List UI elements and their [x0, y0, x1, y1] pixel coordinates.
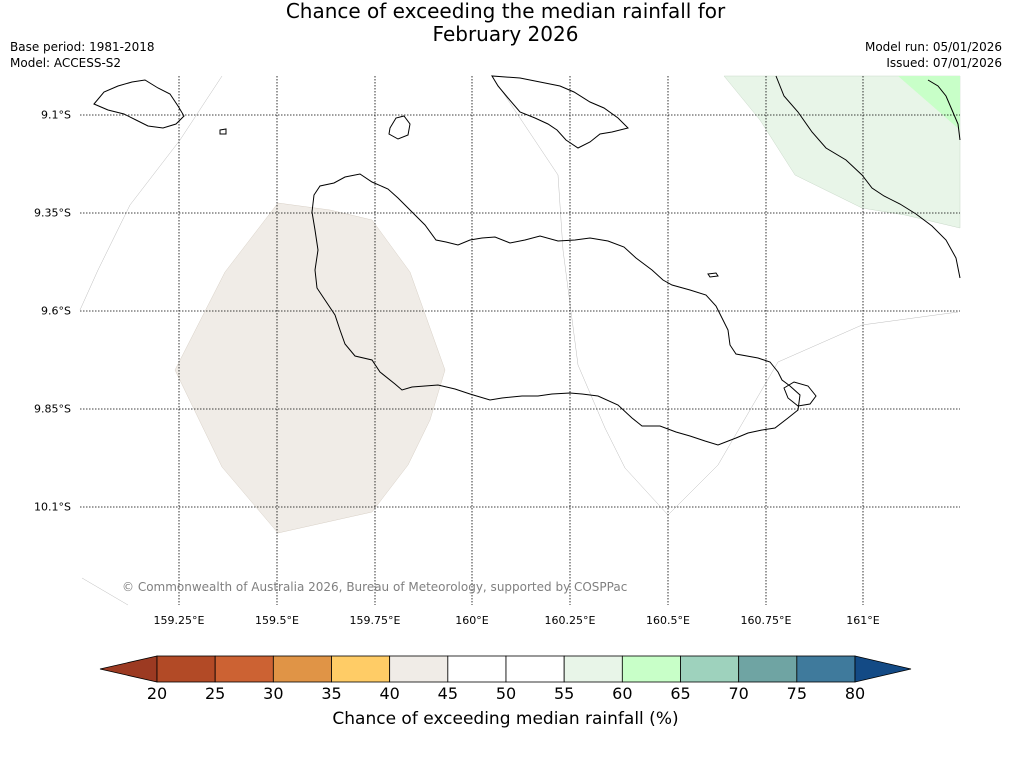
lon-label-160-5: 160.5°E — [646, 614, 690, 627]
colorbar-cell — [447, 655, 507, 683]
colorbar-label: Chance of exceeding median rainfall (%) — [332, 709, 679, 729]
colorbar-cell — [796, 655, 856, 683]
colorbar-cell — [214, 655, 274, 683]
colorbar-cell — [621, 655, 681, 683]
florida-islands-coast — [491, 75, 629, 149]
meta-right: Model run: 05/01/2026 Issued: 07/01/2026 — [865, 39, 1002, 71]
coastlines — [93, 75, 961, 446]
colorbar-tick: 80 — [844, 684, 866, 703]
base-period: Base period: 1981-2018 — [10, 40, 155, 54]
lon-label-160-25: 160.25°E — [544, 614, 596, 627]
model-grid-lines — [79, 75, 959, 606]
colorbar-cell — [389, 655, 449, 683]
colorbar-cell — [563, 655, 623, 683]
colorbar-cell — [331, 655, 391, 683]
colorbar-cell — [738, 655, 798, 683]
lat-label-9-85: 9.85°S — [34, 402, 71, 416]
meta-left: Base period: 1981-2018 Model: ACCESS-S2 — [10, 39, 155, 71]
graticule — [80, 76, 960, 605]
colorbar — [99, 655, 912, 683]
lat-label-10-1: 10.1°S — [34, 500, 71, 514]
lon-label-159-5: 159.5°E — [255, 614, 299, 627]
copyright-notice: © Commonwealth of Australia 2026, Bureau… — [122, 580, 628, 594]
colorbar-cell — [272, 655, 332, 683]
model-name: Model: ACCESS-S2 — [10, 56, 122, 70]
malaita-coast — [927, 79, 961, 141]
lon-label-160-75: 160.75°E — [740, 614, 792, 627]
title-line-2: February 2026 — [432, 22, 579, 46]
colorbar-tick: 70 — [728, 684, 749, 703]
small-islet-3 — [783, 381, 817, 407]
region-60-65 — [898, 76, 960, 130]
colorbar-tick: 25 — [204, 684, 226, 703]
colorbar-tick: 60 — [612, 684, 633, 703]
colorbar-cell — [680, 655, 740, 683]
lon-label-159-75: 159.75°E — [349, 614, 401, 627]
colorbar-low-extend — [99, 655, 158, 683]
small-islet-1 — [707, 272, 719, 278]
lon-label-159-25: 159.25°E — [153, 614, 205, 627]
lat-label-9-1: 9.1°S — [41, 108, 71, 122]
colorbar-tick: 30 — [263, 684, 284, 703]
colorbar-tick: 40 — [379, 684, 400, 703]
colorbar-cell — [156, 655, 216, 683]
title-line-1: Chance of exceeding the median rainfall … — [285, 0, 726, 23]
issued-date: Issued: 07/01/2026 — [886, 56, 1002, 70]
colorbar-tick: 75 — [786, 684, 808, 703]
colorbar-tick: 55 — [553, 684, 575, 703]
colorbar-high-extend — [854, 655, 912, 683]
map-title: Chance of exceeding the median rainfall … — [0, 0, 1011, 46]
small-islet-2 — [219, 128, 227, 135]
lat-label-9-6: 9.6°S — [41, 304, 71, 318]
colorbar-tick: 50 — [495, 684, 517, 703]
guadalcanal-coast — [311, 173, 801, 446]
colorbar-tick: 35 — [321, 684, 342, 703]
lat-label-9-35: 9.35°S — [34, 206, 71, 220]
region-40-45 — [174, 202, 446, 534]
model-run: Model run: 05/01/2026 — [864, 40, 1002, 54]
isabel-east-coast — [775, 75, 961, 279]
colorbar-tick: 65 — [670, 684, 691, 703]
lon-label-160: 160°E — [455, 614, 489, 627]
colorbar-cell — [505, 655, 565, 683]
colorbar-tick: 20 — [146, 684, 168, 703]
savo-island-coast — [388, 115, 411, 140]
lon-label-161: 161°E — [846, 614, 880, 627]
isabel-west-coast — [93, 79, 185, 129]
colorbar-tick: 45 — [437, 684, 459, 703]
